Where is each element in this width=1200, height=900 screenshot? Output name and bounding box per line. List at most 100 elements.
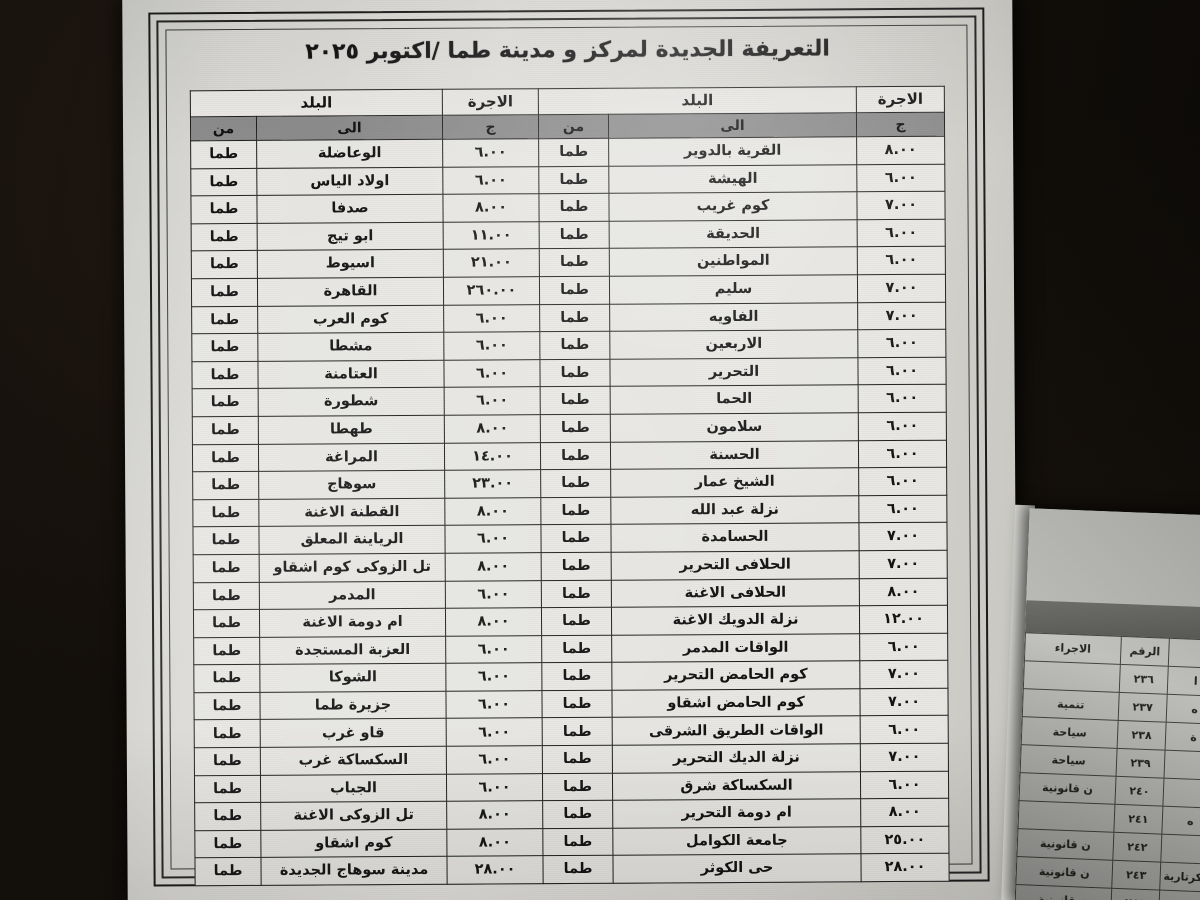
cell-from-left: طما	[541, 607, 612, 636]
cell-from-right: طما	[194, 857, 262, 886]
cell-from-left: طما	[538, 138, 609, 167]
cell-from-right: طما	[191, 278, 258, 307]
table-body: ٨.٠٠ القرية بالدوير طما ٦.٠٠ الوعاضلة طما ٦.٠٠…	[190, 136, 950, 886]
bgdoc-cell-action: ن قانونية	[1019, 772, 1117, 805]
cell-to-right: مشطا	[257, 332, 444, 362]
cell-to-left: سلامون	[610, 412, 859, 442]
background-document-top	[1026, 508, 1200, 608]
bgdoc-cell-number: ٢٣٩	[1116, 748, 1166, 779]
cell-from-left: طما	[541, 662, 612, 691]
cell-from-left: طما	[540, 469, 611, 498]
cell-from-left: طما	[541, 552, 612, 581]
cell-from-left: طما	[538, 165, 609, 194]
cell-fare-right: ٢١.٠٠	[443, 249, 540, 278]
cell-fare-left: ٨.٠٠	[860, 798, 949, 827]
cell-from-left: طما	[542, 855, 614, 884]
cell-from-right: طما	[190, 168, 257, 196]
cell-from-left: طما	[542, 717, 613, 746]
cell-to-left: الحديقة	[609, 219, 858, 249]
cell-fare-right: ٦.٠٠	[445, 662, 542, 692]
cell-to-left: نزلة الدويك الاغنة	[611, 605, 860, 635]
cell-fare-right: ٨.٠٠	[446, 828, 543, 857]
cell-to-right: اولاد الياس	[256, 166, 443, 196]
cell-to-right: الرياينة المعلق	[258, 525, 446, 555]
subheader-currency-left: ج	[856, 112, 945, 137]
cell-from-right: طما	[191, 223, 258, 252]
cell-from-right: طما	[192, 416, 259, 445]
bgdoc-cell-number: ٢٤١	[1113, 804, 1163, 835]
cell-to-left: الهيشة	[608, 164, 857, 194]
cell-to-right: كوم العرب	[257, 304, 444, 334]
cell-from-right: طما	[194, 719, 261, 748]
cell-to-left: التحرير	[609, 357, 859, 387]
bgdoc-cell-number: ٢٣٧	[1118, 692, 1168, 723]
cell-from-right: طما	[191, 305, 258, 334]
cell-to-right: العتامنة	[257, 360, 445, 389]
cell-to-left: نزلة عبد الله	[610, 495, 859, 525]
background-document-body: الرقم الاجراء ا ٢٣٦ ه ٢٣٧ تنمية ة ٢٣٨ سياحة ٢٣٩ سيا…	[1014, 632, 1200, 900]
tariff-paper-sheet: التعريفة الجديدة لمركز و مدينة طما /اكتو…	[122, 0, 1018, 900]
header-fare-left: الاجرة	[856, 86, 945, 113]
header-town-right: البلد	[190, 89, 443, 117]
cell-to-left: نزلة الديك التحرير	[612, 743, 861, 773]
cell-to-left: الواقات الطريق الشرقى	[612, 716, 861, 746]
cell-fare-left: ٧.٠٠	[856, 191, 946, 220]
cell-from-left: طما	[538, 193, 610, 222]
bgdoc-cell-action: ن قانونية	[1015, 856, 1113, 889]
cell-from-right: طما	[191, 361, 259, 390]
cell-fare-left: ٦.٠٠	[858, 439, 947, 468]
cell-fare-left: ٢٥.٠٠	[860, 826, 949, 855]
bgdoc-cell-action: تنمية	[1022, 688, 1120, 721]
cell-fare-left: ٨.٠٠	[859, 577, 948, 606]
cell-fare-left: ٦.٠٠	[860, 715, 949, 744]
cell-from-left: طما	[539, 221, 610, 250]
cell-from-right: طما	[193, 581, 260, 610]
cell-fare-right: ٨.٠٠	[446, 800, 543, 830]
bgdoc-cell-extra	[1163, 750, 1200, 781]
cell-fare-right: ٦.٠٠	[443, 359, 541, 388]
cell-fare-right: ٦.٠٠	[444, 524, 542, 554]
cell-to-left: السكساكة شرق	[612, 771, 861, 801]
cell-fare-left: ٧.٠٠	[858, 522, 948, 551]
cell-to-left: الحسنة	[610, 440, 859, 470]
bgdoc-cell-extra: ا	[1167, 666, 1200, 697]
cell-to-right: صدفا	[256, 194, 444, 224]
cell-to-right: شطورة	[258, 387, 445, 417]
cell-fare-left: ٦.٠٠	[857, 246, 946, 275]
cell-from-left: طما	[540, 414, 611, 443]
bgdoc-cell-extra	[1168, 638, 1200, 669]
cell-from-left: طما	[542, 745, 613, 774]
tariff-table-container: الاجرة البلد الاجرة البلد ج الى من ج الى…	[189, 85, 950, 887]
bgdoc-cell-extra	[1158, 890, 1200, 900]
cell-from-left: طما	[540, 441, 611, 470]
subheader-from-right: من	[190, 116, 257, 141]
cell-from-left: طما	[540, 386, 611, 415]
cell-to-right: تل الزوكى الاغنة	[260, 801, 447, 831]
cell-fare-right: ٦.٠٠	[443, 304, 540, 333]
cell-fare-right: ٦.٠٠	[445, 580, 542, 609]
cell-from-left: طما	[542, 800, 613, 829]
cell-fare-right: ٦.٠٠	[442, 138, 539, 167]
cell-from-left: طما	[542, 772, 613, 801]
cell-to-left: الواقات المدمر	[611, 633, 860, 663]
cell-from-left: طما	[540, 524, 612, 553]
cell-fare-left: ٧.٠٠	[857, 301, 946, 330]
bgdoc-cell-number: ٢٣٦	[1119, 664, 1169, 695]
cell-to-left: الحسامدة	[610, 523, 860, 553]
bgdoc-cell-extra: ه	[1161, 806, 1200, 837]
cell-from-left: طما	[542, 828, 613, 857]
cell-from-left: طما	[541, 579, 612, 608]
cell-fare-left: ١٢.٠٠	[859, 605, 948, 634]
cell-from-right: طما	[192, 443, 259, 472]
cell-from-right: طما	[194, 747, 261, 776]
cell-to-left: الاربعين	[609, 329, 858, 360]
cell-to-right: ام دومة الاغنة	[259, 608, 446, 638]
cell-fare-right: ٨.٠٠	[444, 497, 541, 526]
cell-to-left: الحلافى التحرير	[611, 550, 860, 580]
cell-fare-right: ١١.٠٠	[443, 221, 540, 250]
cell-fare-left: ٦.٠٠	[858, 467, 947, 496]
cell-from-left: طما	[539, 248, 610, 277]
cell-from-left: طما	[539, 359, 611, 388]
cell-from-right: طما	[192, 388, 259, 417]
cell-to-left: الفاويه	[609, 302, 858, 332]
